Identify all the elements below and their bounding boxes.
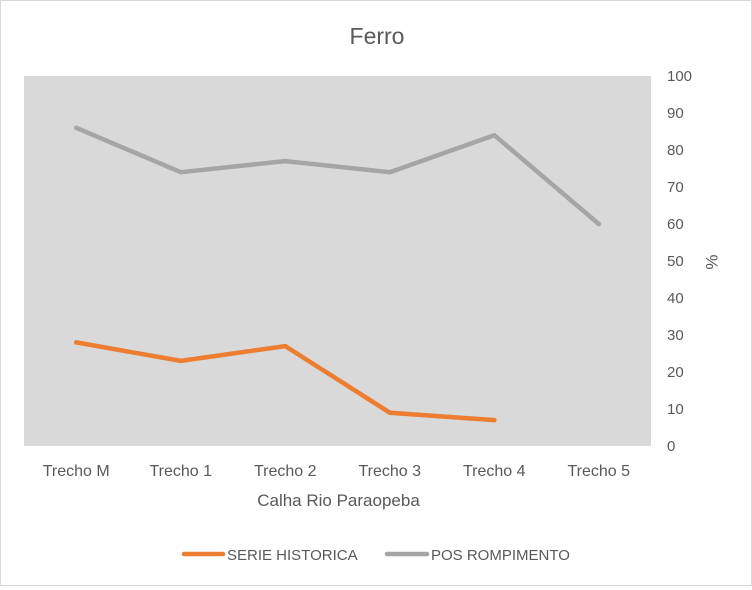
data-point	[492, 417, 497, 423]
y-tick-label: 10	[667, 401, 684, 418]
x-tick-label: Trecho 4	[463, 463, 526, 480]
y-tick-label: 30	[667, 327, 684, 344]
x-axis-ticks: Trecho M Trecho 1 Trecho 2 Trecho 3 Trecho 4…	[43, 463, 630, 480]
y-tick-label: 40	[667, 290, 684, 307]
data-point	[178, 170, 183, 175]
x-tick-label: Trecho 3	[358, 463, 421, 480]
data-point	[283, 158, 288, 164]
data-point	[74, 340, 79, 345]
y-tick-label: 100	[667, 68, 692, 85]
y-axis-ticks: 0 10 20 30 40 50 60 70 80 90 100	[667, 68, 692, 455]
data-point	[387, 410, 392, 415]
y-tick-label: 60	[667, 216, 684, 233]
legend-label: POS ROMPIMENTO	[431, 547, 570, 564]
data-point	[492, 133, 497, 138]
plot-area	[24, 76, 651, 446]
legend: SERIE HISTORICA POS ROMPIMENTO	[181, 547, 570, 564]
y-axis-title: %	[702, 254, 721, 269]
x-tick-label: Trecho M	[43, 463, 110, 480]
chart-title: Ferro	[350, 23, 405, 49]
data-point	[74, 125, 79, 130]
y-tick-label: 50	[667, 253, 684, 270]
y-tick-label: 90	[667, 105, 684, 122]
legend-label: SERIE HISTORICA	[227, 547, 358, 564]
y-tick-label: 0	[667, 438, 675, 455]
y-tick-label: 20	[667, 364, 684, 381]
series-line-2	[74, 125, 602, 227]
data-point	[283, 343, 288, 349]
data-point	[596, 221, 601, 227]
series-layer	[74, 125, 602, 423]
x-tick-label: Trecho 2	[254, 463, 317, 480]
x-tick-label: Trecho 1	[149, 463, 212, 480]
data-point	[178, 358, 183, 364]
y-tick-label: 80	[667, 142, 684, 159]
data-point	[387, 170, 392, 175]
x-tick-label: Trecho 5	[567, 463, 630, 480]
x-axis-title: Calha Rio Paraopeba	[257, 491, 420, 510]
y-tick-label: 70	[667, 179, 684, 196]
